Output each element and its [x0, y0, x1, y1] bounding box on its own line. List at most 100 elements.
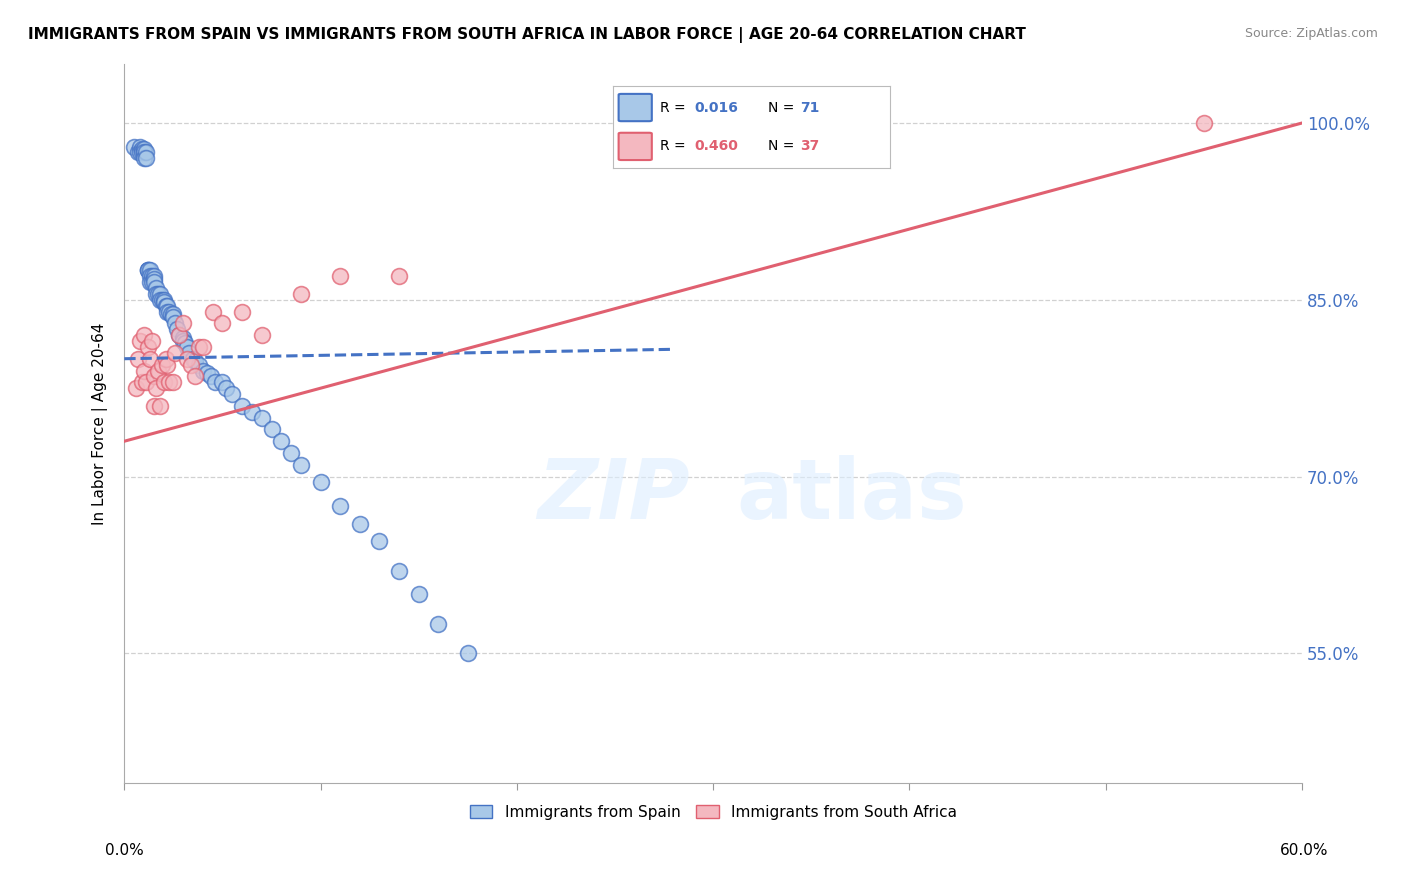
Point: [172, 317, 194, 331]
Point: [135, 145, 157, 160]
Point: [167, 328, 190, 343]
Point: [131, 376, 153, 390]
Point: [139, 275, 162, 289]
Point: [290, 286, 312, 301]
Point: [187, 358, 209, 372]
Point: [152, 295, 174, 310]
Point: [165, 317, 187, 331]
Point: [129, 334, 152, 348]
Point: [200, 369, 222, 384]
Point: [201, 304, 224, 318]
Point: [135, 152, 157, 166]
Text: IMMIGRANTS FROM SPAIN VS IMMIGRANTS FROM SOUTH AFRICA IN LABOR FORCE | AGE 20-64: IMMIGRANTS FROM SPAIN VS IMMIGRANTS FROM…: [28, 27, 1026, 43]
Point: [270, 434, 292, 449]
Point: [136, 263, 159, 277]
Point: [136, 263, 159, 277]
Point: [172, 330, 194, 344]
Point: [152, 376, 174, 390]
Point: [176, 351, 198, 366]
Point: [172, 334, 194, 348]
Point: [221, 387, 243, 401]
Point: [329, 269, 352, 284]
Point: [162, 310, 184, 325]
Point: [167, 328, 190, 343]
Text: ZIP: ZIP: [537, 455, 689, 536]
Point: [211, 376, 233, 390]
Point: [150, 293, 173, 307]
Point: [176, 340, 198, 354]
Point: [141, 334, 163, 348]
Point: [142, 275, 165, 289]
Point: [184, 369, 207, 384]
Point: [231, 399, 253, 413]
Point: [131, 142, 153, 156]
Point: [388, 564, 411, 578]
Point: [145, 281, 167, 295]
Point: [150, 358, 173, 372]
Point: [1192, 116, 1215, 130]
Point: [132, 145, 155, 160]
Point: [156, 299, 179, 313]
Point: [142, 399, 165, 413]
Text: 0.0%: 0.0%: [105, 843, 145, 858]
Point: [129, 145, 152, 160]
Point: [146, 286, 169, 301]
Point: [457, 646, 479, 660]
Point: [184, 354, 207, 368]
Point: [149, 293, 172, 307]
Point: [156, 358, 179, 372]
Point: [146, 363, 169, 377]
Point: [142, 369, 165, 384]
Point: [427, 616, 450, 631]
Point: [165, 346, 187, 360]
Point: [141, 275, 163, 289]
Point: [122, 139, 145, 153]
Point: [145, 286, 167, 301]
Y-axis label: In Labor Force | Age 20-64: In Labor Force | Age 20-64: [93, 322, 108, 524]
Point: [152, 293, 174, 307]
Point: [174, 336, 197, 351]
Legend: Immigrants from Spain, Immigrants from South Africa: Immigrants from Spain, Immigrants from S…: [464, 798, 963, 826]
Point: [260, 422, 283, 436]
Point: [290, 458, 312, 472]
Text: Source: ZipAtlas.com: Source: ZipAtlas.com: [1244, 27, 1378, 40]
Point: [135, 376, 157, 390]
Point: [329, 499, 352, 513]
Point: [250, 410, 273, 425]
Point: [204, 376, 226, 390]
Point: [141, 269, 163, 284]
Point: [139, 269, 162, 284]
Point: [149, 399, 172, 413]
Point: [132, 142, 155, 156]
Point: [132, 363, 155, 377]
Point: [180, 358, 202, 372]
Point: [155, 299, 177, 313]
Point: [166, 322, 188, 336]
Point: [145, 381, 167, 395]
Point: [136, 340, 159, 354]
Point: [181, 351, 204, 366]
Point: [155, 351, 177, 366]
Point: [187, 340, 209, 354]
Point: [211, 317, 233, 331]
Point: [131, 145, 153, 160]
Point: [136, 263, 159, 277]
Point: [160, 307, 183, 321]
Point: [132, 328, 155, 343]
Point: [368, 534, 391, 549]
Point: [349, 516, 371, 531]
Point: [159, 304, 181, 318]
Point: [191, 340, 214, 354]
Text: 60.0%: 60.0%: [1281, 843, 1329, 858]
Point: [408, 587, 430, 601]
Point: [215, 381, 238, 395]
Point: [127, 145, 149, 160]
Text: atlas: atlas: [737, 455, 967, 536]
Point: [250, 328, 273, 343]
Point: [191, 363, 214, 377]
Point: [195, 366, 218, 380]
Point: [132, 152, 155, 166]
Point: [156, 304, 179, 318]
Point: [240, 405, 263, 419]
Point: [129, 139, 152, 153]
